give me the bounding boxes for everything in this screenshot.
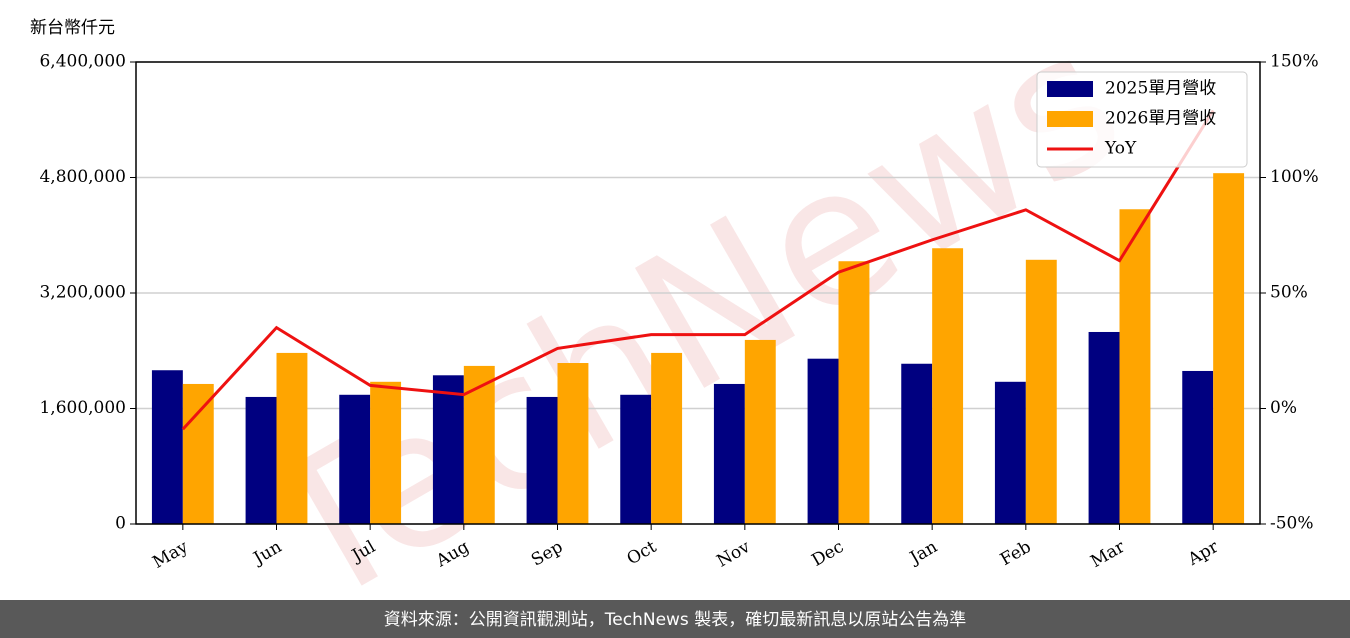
bar bbox=[838, 261, 870, 524]
x-tick-label: May bbox=[149, 537, 192, 573]
x-tick-label: Jan bbox=[905, 537, 941, 569]
y-tick-label: 1,600,000 bbox=[39, 398, 126, 418]
x-tick-label: Feb bbox=[997, 537, 1035, 570]
y2-tick-label: 100% bbox=[1270, 167, 1319, 187]
y2-tick-label: 50% bbox=[1270, 283, 1308, 303]
y-tick-label: 4,800,000 bbox=[39, 167, 126, 187]
bar bbox=[932, 248, 964, 524]
y2-tick-label: 0% bbox=[1270, 398, 1297, 418]
bar bbox=[1119, 209, 1151, 524]
legend-label: 2025單月營收 bbox=[1105, 79, 1216, 99]
bar bbox=[901, 363, 933, 524]
line bbox=[181, 109, 1215, 431]
y2-tick-label: 150% bbox=[1270, 52, 1319, 72]
bar bbox=[151, 370, 183, 524]
bar bbox=[339, 394, 371, 524]
bar bbox=[1088, 331, 1120, 524]
bar bbox=[432, 375, 464, 524]
legend-swatch bbox=[1047, 111, 1093, 127]
footer-bar bbox=[0, 600, 1350, 638]
bar bbox=[1025, 259, 1057, 524]
bar bbox=[713, 383, 745, 524]
bar bbox=[245, 396, 277, 524]
x-tick-label: Apr bbox=[1184, 536, 1223, 570]
x-tick-label: Oct bbox=[624, 537, 660, 570]
y-axis-label: 新台幣仟元 bbox=[30, 18, 115, 38]
y-tick-label: 0 bbox=[115, 514, 126, 534]
bar bbox=[276, 352, 308, 524]
bar bbox=[557, 363, 589, 524]
y-tick-label: 6,400,000 bbox=[39, 52, 126, 72]
bar bbox=[370, 381, 402, 524]
bar bbox=[651, 352, 683, 524]
y2-tick-label: -50% bbox=[1270, 514, 1314, 534]
legend-swatch bbox=[1047, 81, 1093, 97]
bar bbox=[994, 381, 1026, 524]
bar bbox=[1182, 370, 1214, 524]
bar bbox=[744, 339, 776, 524]
bar bbox=[807, 358, 839, 524]
x-tick-label: Mar bbox=[1087, 536, 1129, 572]
bar bbox=[620, 394, 652, 524]
legend-label: 2026單月營收 bbox=[1105, 109, 1216, 129]
x-tick-label: Sep bbox=[528, 537, 566, 571]
legend-label: YoY bbox=[1104, 139, 1137, 159]
bar bbox=[1213, 173, 1245, 524]
bar bbox=[526, 396, 558, 524]
x-tick-label: Nov bbox=[714, 537, 754, 572]
bar bbox=[182, 383, 214, 524]
plot-frame bbox=[135, 61, 1261, 525]
y-tick-label: 3,200,000 bbox=[39, 283, 126, 303]
bar bbox=[463, 365, 495, 524]
x-tick-label: Dec bbox=[808, 537, 847, 571]
footer-text: 資料來源：公開資訊觀測站，TechNews 製表，確切最新訊息以原站公告為準 bbox=[384, 610, 966, 630]
